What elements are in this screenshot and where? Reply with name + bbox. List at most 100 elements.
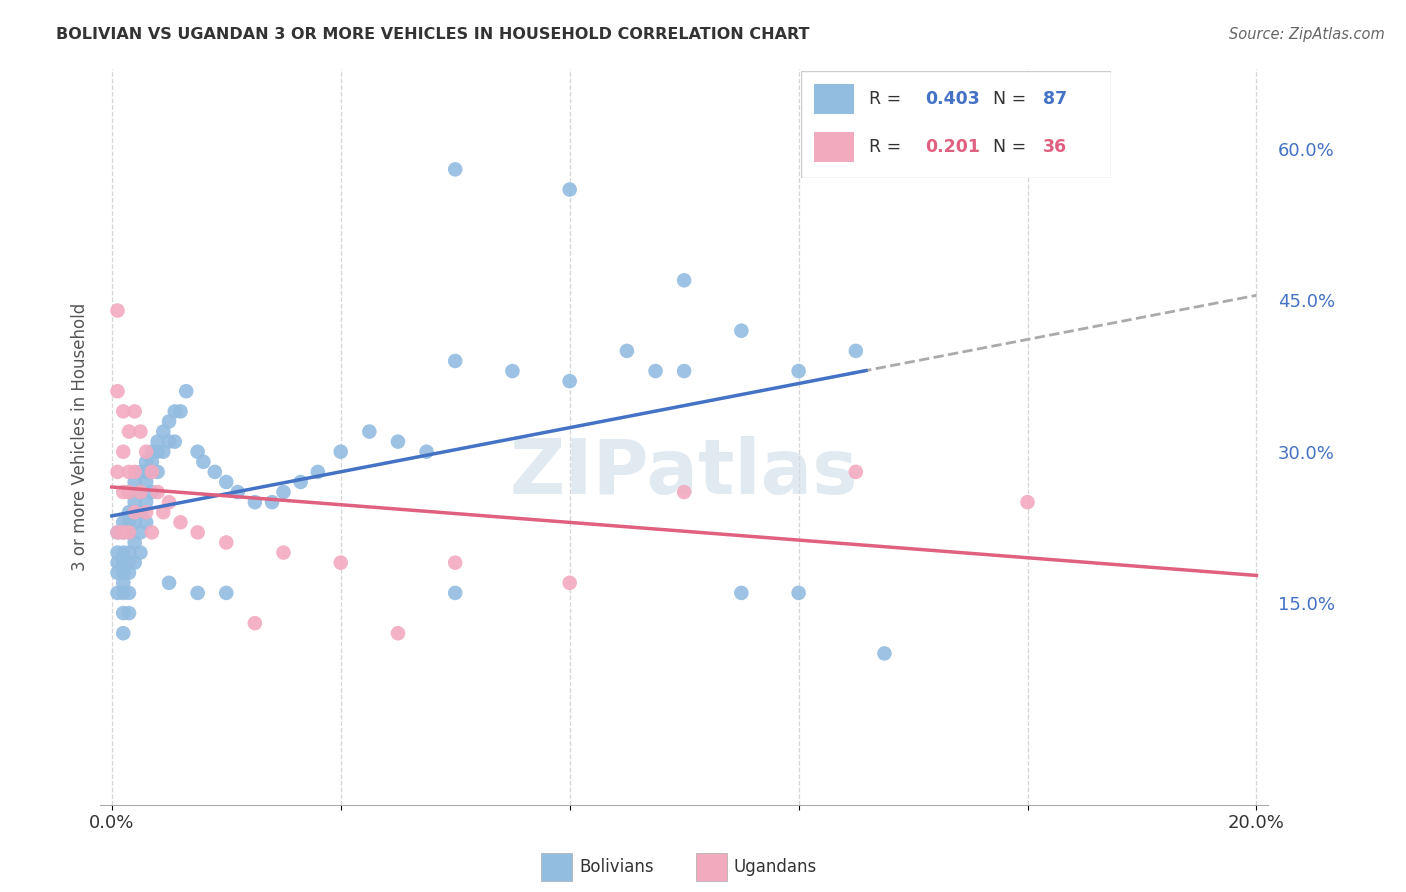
Point (444, 162, 467, 177)
Point (129, 545, 152, 559)
Point (118, 566, 141, 580)
Point (129, 425, 152, 439)
Point (135, 495, 157, 509)
Text: R =: R = (869, 90, 907, 108)
Point (118, 465, 141, 479)
Point (135, 444, 157, 458)
Point (141, 485, 163, 500)
Point (112, 525, 135, 540)
Point (124, 404, 146, 418)
Point (558, 374, 581, 388)
Point (118, 485, 141, 500)
Point (107, 465, 129, 479)
Point (673, 485, 696, 500)
Point (135, 475, 157, 489)
Point (146, 434, 169, 449)
Point (146, 485, 169, 500)
Point (129, 525, 152, 540)
Point (204, 465, 226, 479)
Point (1017, 495, 1039, 509)
Point (157, 415, 180, 429)
Text: BOLIVIAN VS UGANDAN 3 OR MORE VEHICLES IN HOUSEHOLD CORRELATION CHART: BOLIVIAN VS UGANDAN 3 OR MORE VEHICLES I… (56, 27, 810, 42)
Point (152, 444, 174, 458)
Point (157, 434, 180, 449)
Point (112, 444, 135, 458)
Point (215, 535, 238, 549)
Point (163, 434, 186, 449)
Point (616, 343, 638, 358)
Point (141, 465, 163, 479)
Point (124, 516, 146, 530)
Point (107, 545, 129, 559)
Point (112, 626, 135, 640)
Point (124, 495, 146, 509)
Point (135, 455, 157, 469)
Point (129, 485, 152, 500)
Point (129, 505, 152, 519)
Point (118, 556, 141, 570)
Point (112, 516, 135, 530)
Point (118, 525, 141, 540)
Point (787, 364, 810, 378)
Text: 87: 87 (1043, 90, 1067, 108)
Point (558, 182, 581, 196)
Text: R =: R = (869, 138, 907, 156)
Point (118, 516, 141, 530)
Point (124, 556, 146, 570)
Point (193, 455, 215, 469)
Point (845, 343, 868, 358)
Point (673, 273, 696, 287)
Point (273, 485, 295, 500)
Point (107, 586, 129, 600)
Point (387, 434, 409, 449)
Point (141, 465, 163, 479)
Text: 0.201: 0.201 (925, 138, 980, 156)
Text: 36: 36 (1043, 138, 1067, 156)
Point (157, 495, 180, 509)
Point (169, 516, 191, 530)
Point (135, 516, 157, 530)
Point (290, 475, 312, 489)
Point (135, 505, 157, 519)
Point (273, 545, 295, 559)
Point (174, 384, 197, 399)
Text: ZIPatlas: ZIPatlas (510, 436, 859, 510)
Point (644, 364, 666, 378)
Point (124, 465, 146, 479)
FancyBboxPatch shape (814, 84, 853, 114)
Point (107, 566, 129, 580)
Point (112, 556, 135, 570)
Text: Bolivians: Bolivians (579, 858, 654, 876)
Point (845, 465, 868, 479)
Point (730, 324, 752, 338)
Point (226, 485, 249, 500)
Point (118, 606, 141, 620)
Point (124, 505, 146, 519)
Point (787, 586, 810, 600)
Point (107, 556, 129, 570)
Point (307, 465, 329, 479)
Point (107, 384, 129, 399)
Point (112, 545, 135, 559)
Point (873, 647, 896, 661)
Point (444, 586, 467, 600)
Point (112, 404, 135, 418)
Point (141, 444, 163, 458)
Point (215, 586, 238, 600)
Point (141, 525, 163, 540)
Point (415, 444, 437, 458)
Point (146, 444, 169, 458)
Point (112, 525, 135, 540)
FancyBboxPatch shape (814, 132, 853, 162)
Point (146, 465, 169, 479)
Point (112, 606, 135, 620)
Point (118, 525, 141, 540)
Point (107, 525, 129, 540)
Text: N =: N = (993, 138, 1032, 156)
Point (243, 495, 266, 509)
Point (129, 485, 152, 500)
Y-axis label: 3 or more Vehicles in Household: 3 or more Vehicles in Household (72, 302, 89, 571)
Point (124, 475, 146, 489)
Point (558, 575, 581, 590)
Point (673, 364, 696, 378)
